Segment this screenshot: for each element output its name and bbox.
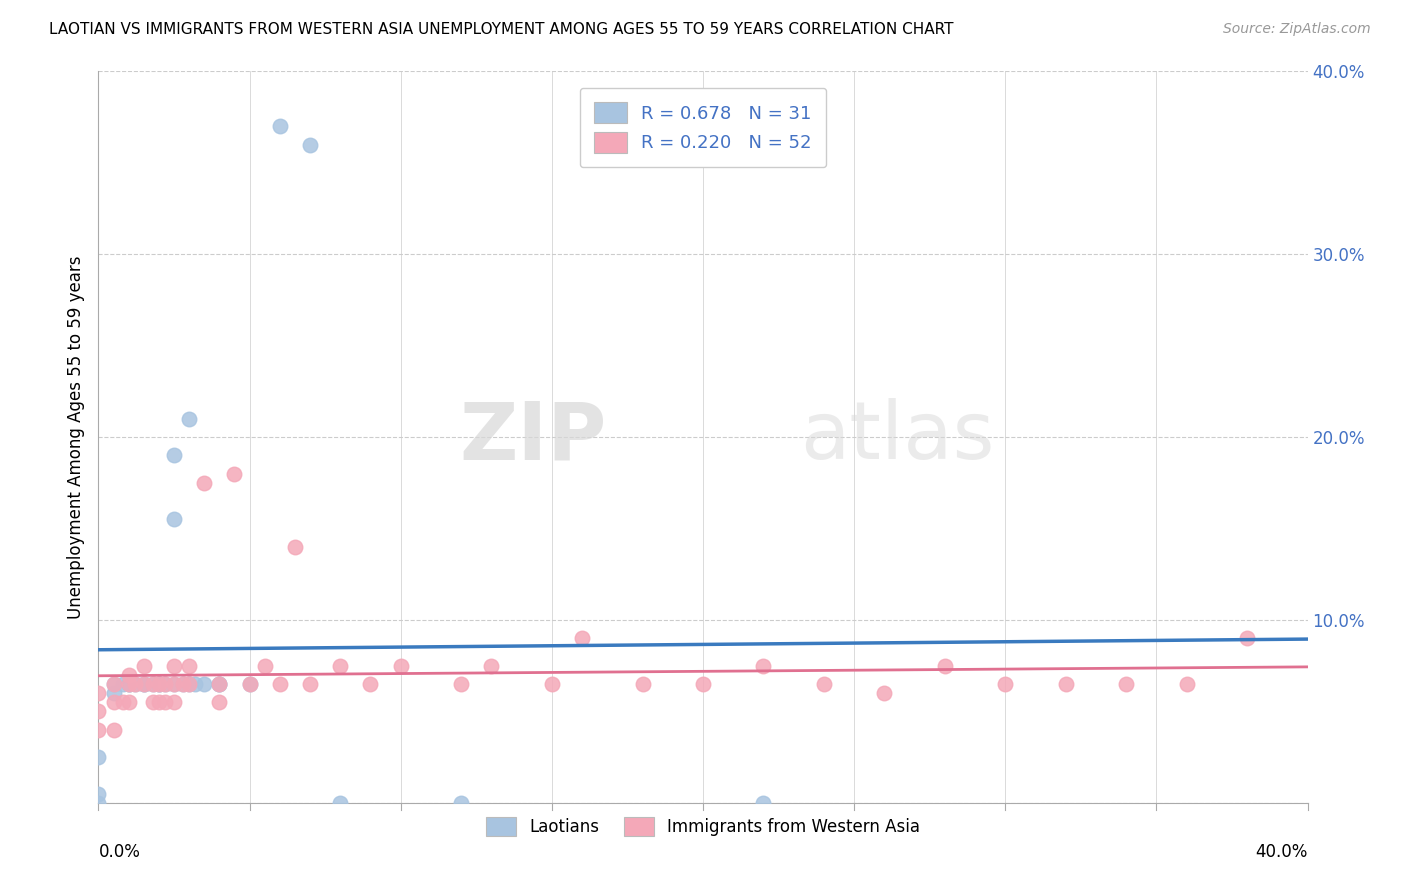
Point (540, 677, 562, 691)
Point (1236, 632, 1258, 646)
Point (269, 120, 291, 134)
Point (111, 695, 134, 709)
Point (111, 677, 134, 691)
Point (87, 723, 110, 737)
Point (124, 677, 146, 691)
Point (142, 677, 165, 691)
Point (179, 658, 201, 673)
Point (193, 475, 215, 490)
Point (179, 677, 201, 691)
Point (239, 677, 262, 691)
Point (103, 695, 125, 709)
Point (994, 677, 1017, 691)
Point (118, 677, 141, 691)
Point (450, 677, 472, 691)
Text: 0.0%: 0.0% (98, 843, 141, 861)
Point (299, 677, 322, 691)
Point (934, 658, 956, 673)
Point (103, 677, 125, 691)
Point (329, 658, 352, 673)
Point (142, 677, 165, 691)
Point (389, 658, 412, 673)
Point (103, 686, 125, 700)
Point (124, 677, 146, 691)
Text: LAOTIAN VS IMMIGRANTS FROM WESTERN ASIA UNEMPLOYMENT AMONG AGES 55 TO 59 YEARS C: LAOTIAN VS IMMIGRANTS FROM WESTERN ASIA … (49, 22, 953, 37)
Point (1175, 677, 1198, 691)
Point (253, 658, 276, 673)
Point (163, 677, 186, 691)
Point (163, 695, 186, 709)
Point (148, 677, 170, 691)
Point (87, 787, 110, 801)
Point (752, 658, 775, 673)
Point (873, 686, 896, 700)
Point (148, 677, 170, 691)
Point (103, 677, 125, 691)
Point (299, 137, 322, 152)
Point (752, 796, 775, 810)
Point (481, 658, 503, 673)
Point (269, 677, 291, 691)
Y-axis label: Unemployment Among Ages 55 to 59 years: Unemployment Among Ages 55 to 59 years (66, 255, 84, 619)
Point (631, 677, 654, 691)
Point (184, 677, 207, 691)
Point (571, 632, 593, 646)
Point (163, 677, 186, 691)
Point (153, 677, 176, 691)
Point (87, 705, 110, 719)
Legend: Laotians, Immigrants from Western Asia: Laotians, Immigrants from Western Asia (472, 804, 934, 849)
Point (360, 677, 382, 691)
Point (87, 750, 110, 764)
Point (153, 695, 176, 709)
Point (87, 686, 110, 700)
Text: 40.0%: 40.0% (1256, 843, 1308, 861)
Point (118, 667, 141, 681)
Point (179, 677, 201, 691)
Text: ZIP: ZIP (458, 398, 606, 476)
Point (148, 695, 170, 709)
Point (284, 540, 307, 554)
Point (118, 677, 141, 691)
Point (172, 677, 194, 691)
Point (132, 677, 155, 691)
Point (87, 796, 110, 810)
Point (208, 677, 231, 691)
Point (329, 796, 352, 810)
Point (813, 677, 835, 691)
Point (163, 448, 186, 462)
Point (132, 658, 155, 673)
Point (239, 677, 262, 691)
Point (1054, 677, 1077, 691)
Point (118, 677, 141, 691)
Point (208, 677, 231, 691)
Point (224, 467, 246, 481)
Point (148, 677, 170, 691)
Point (103, 723, 125, 737)
Point (163, 658, 186, 673)
Point (153, 677, 176, 691)
Point (142, 695, 165, 709)
Point (172, 677, 194, 691)
Point (179, 412, 201, 426)
Point (208, 677, 231, 691)
Point (450, 796, 472, 810)
Point (1115, 677, 1137, 691)
Point (692, 677, 714, 691)
Point (132, 677, 155, 691)
Point (193, 677, 215, 691)
Point (118, 695, 141, 709)
Text: atlas: atlas (800, 398, 994, 476)
Point (208, 695, 231, 709)
Point (163, 512, 186, 526)
Text: Source: ZipAtlas.com: Source: ZipAtlas.com (1223, 22, 1371, 37)
Point (132, 677, 155, 691)
